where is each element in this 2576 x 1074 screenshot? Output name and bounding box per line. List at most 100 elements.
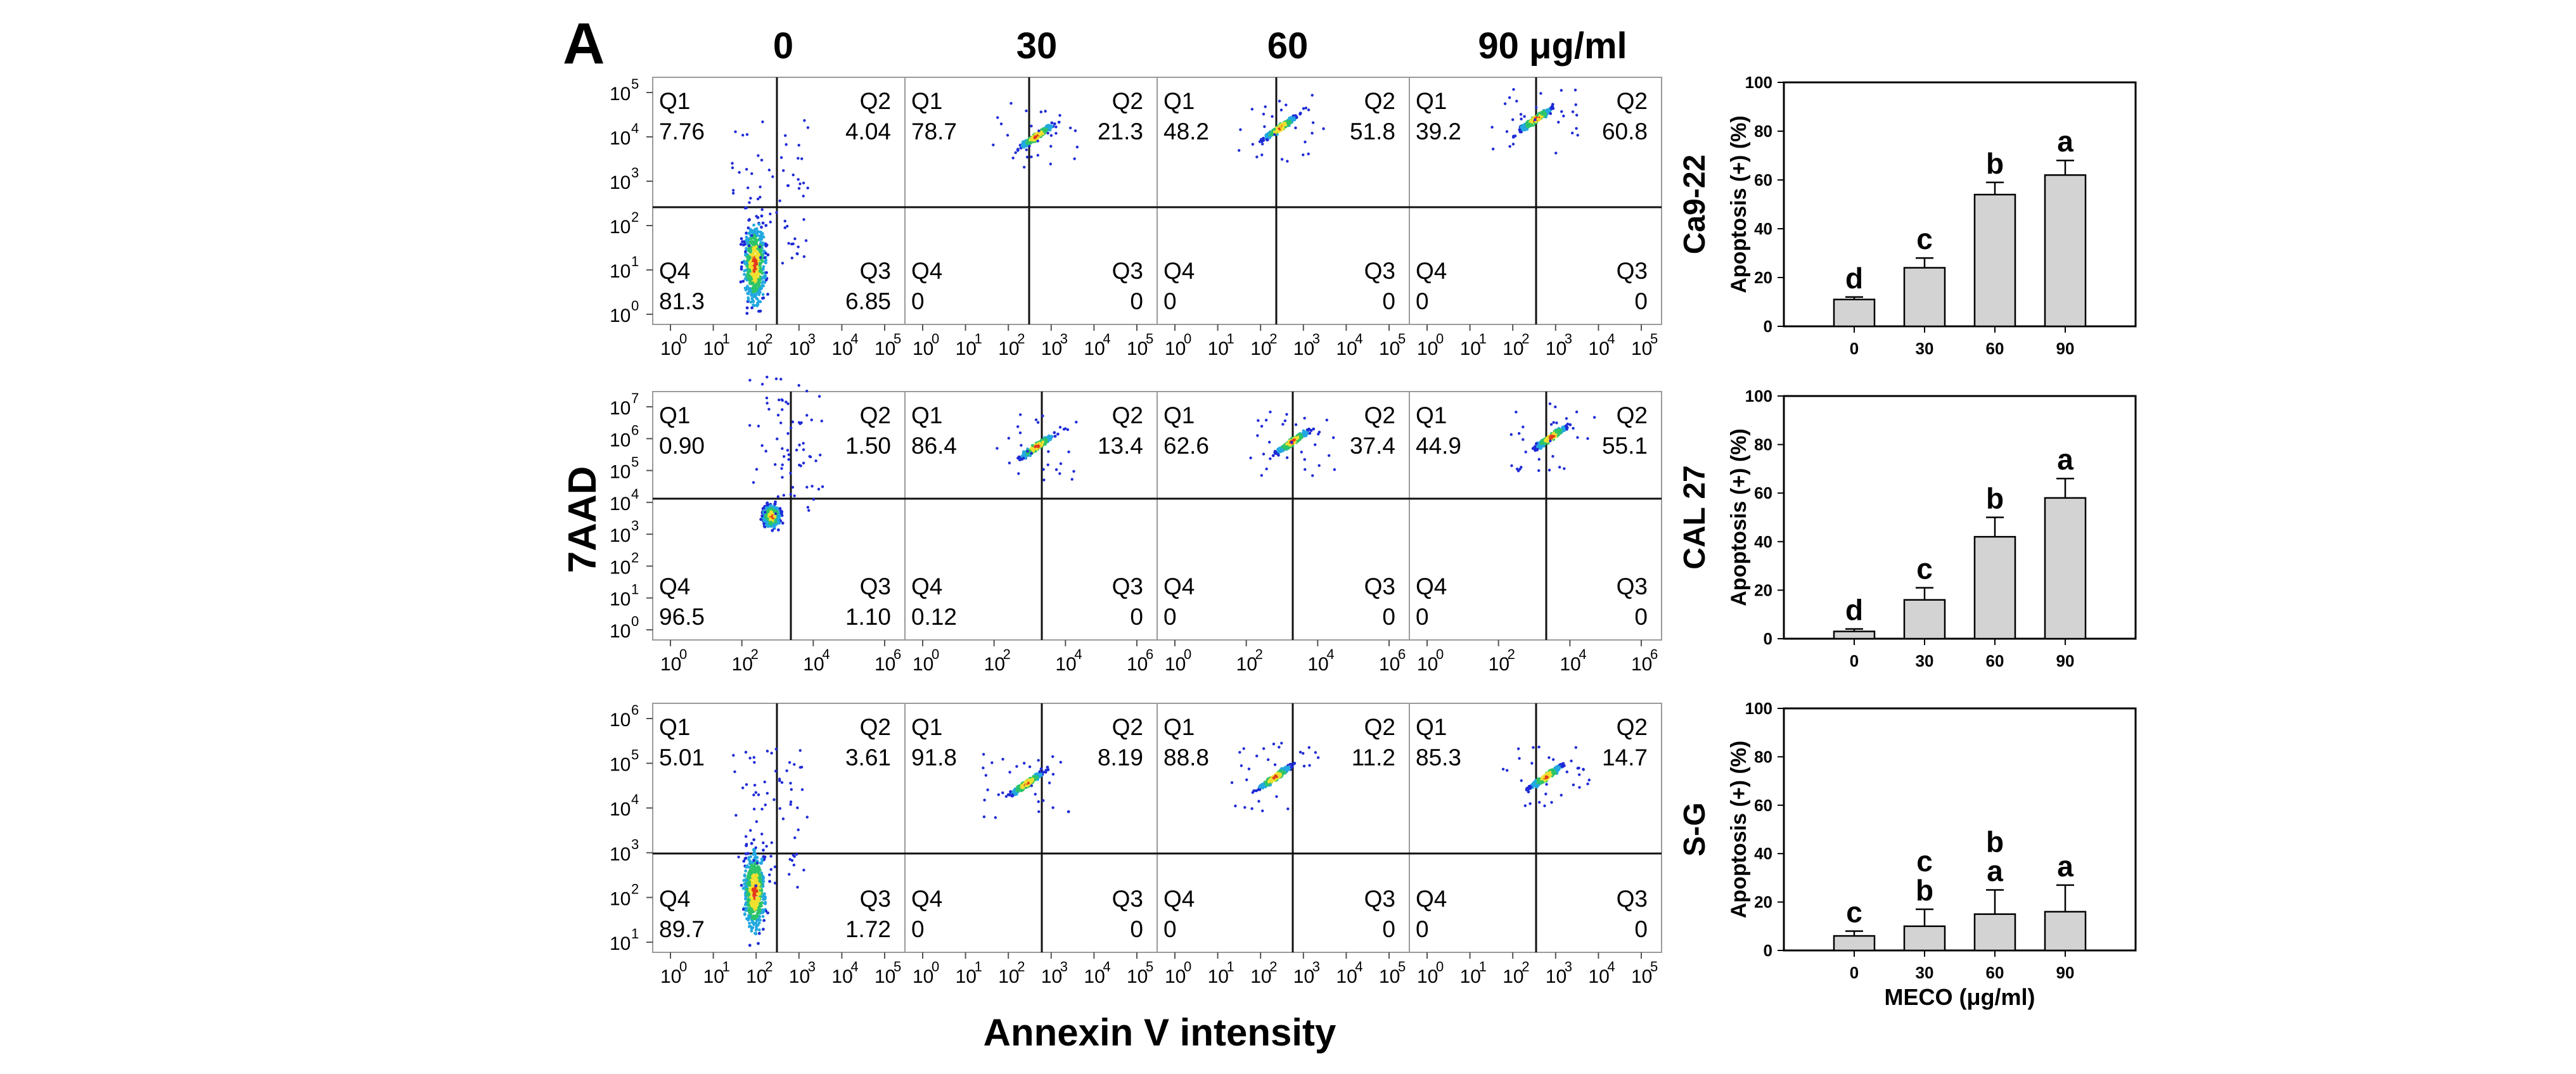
x-tick-base: 10 — [1631, 654, 1652, 675]
dot — [1286, 160, 1289, 163]
dot — [1280, 158, 1284, 161]
q3-label: Q3 — [1112, 258, 1143, 284]
dot — [749, 829, 752, 832]
dot — [753, 292, 757, 296]
dot — [1031, 777, 1034, 781]
dot — [1525, 127, 1529, 131]
dot — [1037, 800, 1040, 803]
y-tick-base: 10 — [610, 128, 631, 149]
dot — [760, 158, 764, 162]
dot — [757, 928, 761, 932]
dot — [1269, 410, 1272, 414]
dot — [812, 498, 816, 501]
q4-label: Q4 — [659, 258, 690, 284]
dot — [775, 211, 778, 214]
dot — [1051, 806, 1054, 809]
scatter-dots — [982, 753, 1070, 819]
dot — [1576, 134, 1579, 137]
dot — [804, 239, 808, 242]
dot — [754, 230, 758, 233]
dot — [1008, 461, 1011, 464]
dot — [760, 241, 764, 245]
dot — [1058, 426, 1062, 429]
dot — [765, 845, 768, 848]
dot — [743, 903, 747, 907]
dot — [789, 781, 792, 785]
dot — [791, 485, 795, 489]
dot — [1037, 758, 1040, 762]
dot — [1509, 433, 1513, 436]
dot — [800, 157, 804, 160]
dot — [805, 390, 809, 393]
x-tick-labels: 100 102 104 106 — [1165, 640, 1406, 675]
dot — [1550, 106, 1553, 110]
dot — [767, 169, 771, 172]
dot — [731, 189, 735, 192]
dot — [769, 867, 772, 871]
dot — [760, 833, 764, 836]
dot — [1572, 426, 1575, 430]
x-tick-base: 10 — [1165, 338, 1186, 359]
dot — [766, 750, 769, 753]
dot — [754, 272, 757, 276]
dot — [798, 749, 802, 752]
dot — [786, 402, 790, 406]
dot — [734, 814, 738, 817]
dot — [1030, 155, 1033, 158]
x-tick-exponent: 1 — [975, 331, 982, 347]
dot — [752, 859, 755, 862]
dot — [745, 879, 748, 883]
x-tick-base: 10 — [875, 966, 895, 987]
dot — [762, 848, 765, 852]
dot — [778, 777, 781, 781]
dot — [1523, 115, 1526, 118]
dot — [1009, 101, 1013, 105]
dot — [994, 816, 997, 819]
dot — [752, 246, 755, 250]
dot — [1281, 423, 1285, 426]
dot — [747, 904, 750, 907]
dot — [1051, 755, 1054, 758]
dot — [790, 788, 793, 791]
dot — [759, 300, 762, 304]
dot — [743, 272, 747, 276]
dot — [764, 261, 767, 265]
dot — [1327, 454, 1331, 457]
dot — [1044, 127, 1048, 131]
q3-value: 0 — [1382, 288, 1395, 314]
y-tick-exponent: 0 — [631, 613, 639, 629]
y-tick-exponent: 4 — [631, 486, 639, 502]
dot — [748, 757, 752, 760]
dot — [745, 864, 749, 867]
dot — [1258, 140, 1262, 143]
x-tick-base: 10 — [1631, 338, 1652, 359]
dot — [755, 915, 759, 918]
dot — [1011, 793, 1015, 797]
dot — [761, 221, 765, 225]
dot — [1551, 103, 1554, 106]
dot — [805, 485, 809, 489]
dot — [755, 892, 759, 896]
dot — [1310, 131, 1314, 135]
x-tick-exponent: 5 — [1146, 959, 1153, 975]
dot — [758, 234, 762, 238]
dot — [759, 861, 762, 865]
dot — [1522, 438, 1525, 441]
q2-label: Q2 — [860, 88, 891, 114]
q3-value: 1.72 — [845, 916, 891, 942]
q3-label: Q3 — [1617, 258, 1648, 284]
dot — [773, 865, 777, 869]
dot — [748, 227, 752, 231]
dot — [1307, 108, 1310, 112]
dot — [802, 442, 805, 445]
dot — [1574, 103, 1577, 106]
x-tick-base: 10 — [746, 338, 767, 359]
x-tick-exponent: 2 — [1508, 646, 1515, 662]
dot — [1557, 120, 1560, 124]
dot — [1586, 437, 1589, 440]
dot — [760, 514, 764, 518]
x-tick-exponent: 1 — [722, 331, 730, 347]
dot — [1518, 128, 1522, 132]
